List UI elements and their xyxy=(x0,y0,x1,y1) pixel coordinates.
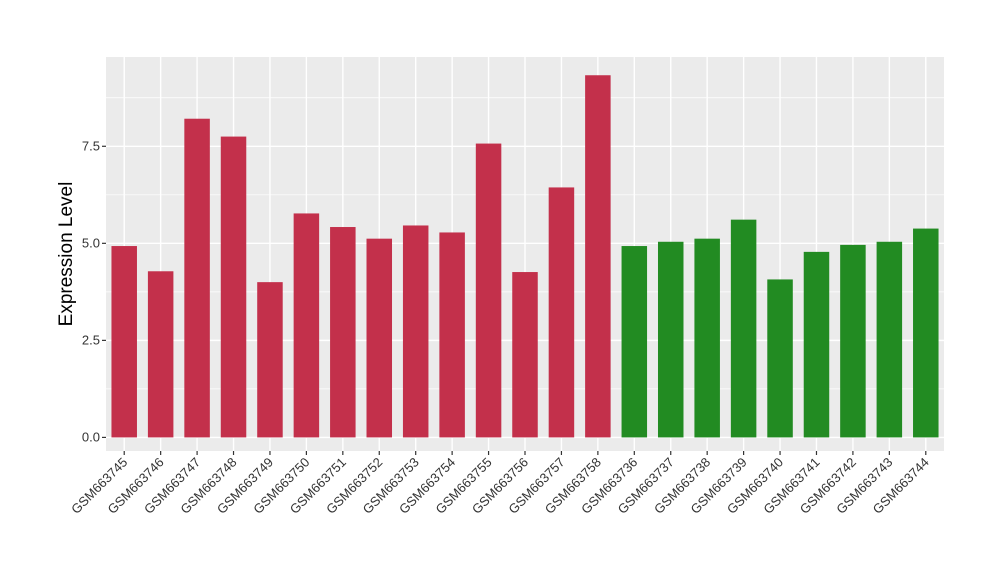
bar-gsm663747 xyxy=(184,118,210,438)
bars xyxy=(111,75,939,438)
bar-gsm663738 xyxy=(694,238,720,438)
bar-gsm663753 xyxy=(402,225,429,438)
bar-gsm663758 xyxy=(585,75,611,438)
bar-gsm663757 xyxy=(548,187,575,438)
bar-gsm663755 xyxy=(475,143,502,438)
y-tick-label: 5.0 xyxy=(82,235,100,250)
bar-gsm663752 xyxy=(366,238,393,438)
bar-gsm663750 xyxy=(293,213,320,438)
bar-gsm663756 xyxy=(512,272,538,438)
bar-gsm663748 xyxy=(220,136,247,438)
bar-gsm663743 xyxy=(876,241,903,438)
bar-gsm663736 xyxy=(621,246,648,438)
bar-gsm663740 xyxy=(767,279,793,438)
bar-gsm663746 xyxy=(147,271,174,438)
y-tick-label: 0.0 xyxy=(82,429,100,444)
bar-gsm663745 xyxy=(111,246,137,438)
bar-gsm663739 xyxy=(730,219,757,438)
bar-gsm663737 xyxy=(657,241,684,438)
bar-gsm663751 xyxy=(330,227,356,438)
bar-gsm663744 xyxy=(913,228,939,438)
y-tick-label: 7.5 xyxy=(82,138,100,153)
bar-gsm663742 xyxy=(840,244,866,438)
x-axis: GSM663745GSM663746GSM663747GSM663748GSM6… xyxy=(68,451,932,517)
y-tick-label: 2.5 xyxy=(82,332,100,347)
y-axis-title: Expression Level xyxy=(56,182,77,327)
y-axis: 0.0 2.5 5.0 7.5 xyxy=(82,138,106,444)
bar-gsm663749 xyxy=(257,282,283,438)
bar-gsm663741 xyxy=(803,251,830,438)
bar-gsm663754 xyxy=(439,232,465,438)
